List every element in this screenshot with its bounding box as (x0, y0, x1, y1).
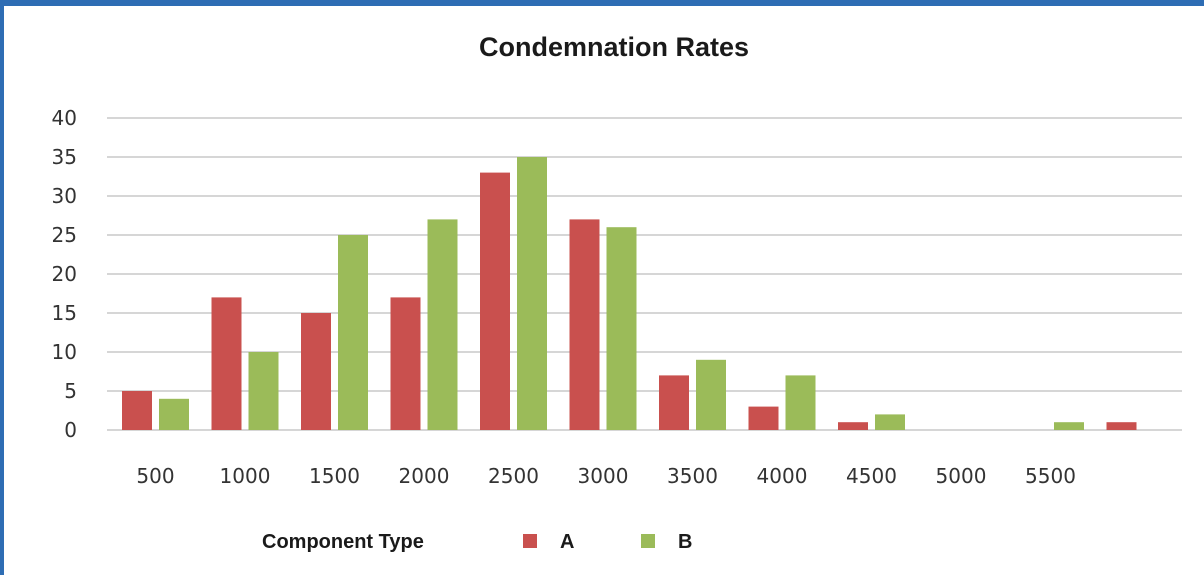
bar-a-1000 (211, 297, 242, 430)
x-tick-label: 3500 (667, 464, 718, 488)
x-tick-label: 1500 (309, 464, 360, 488)
x-tick-label: 500 (136, 464, 174, 488)
legend: Component Type A B (262, 531, 692, 553)
x-tick-label: 2500 (488, 464, 539, 488)
x-axis: 500 1000 1500 2000 2500 3000 3500 4000 4500 5000 5… (136, 464, 1076, 488)
bar-b-1500 (338, 235, 368, 430)
y-tick-label: 10 (52, 340, 77, 364)
y-tick-label: 35 (52, 145, 77, 169)
bar-b-5500 (1054, 422, 1084, 430)
x-tick-label: 5000 (936, 464, 987, 488)
bar-b-3500 (696, 359, 726, 430)
y-tick-label: 20 (52, 262, 77, 286)
gridlines (107, 117, 1182, 431)
bar-b-500 (159, 398, 189, 430)
bar-a-3500 (659, 375, 689, 430)
bar-b-1000 (248, 352, 279, 430)
condemnation-chart: Condemnation Rates 0 5 10 15 20 25 30 35 40 500 1… (52, 32, 1182, 553)
y-tick-label: 25 (52, 223, 77, 247)
x-tick-label: 1000 (220, 464, 271, 488)
bar-a-2500 (480, 172, 510, 430)
x-tick-label: 2000 (399, 464, 450, 488)
y-tick-label: 0 (64, 418, 77, 442)
y-axis: 0 5 10 15 20 25 30 35 40 (52, 106, 77, 442)
legend-swatch-b (641, 534, 655, 548)
y-tick-label: 15 (52, 301, 77, 325)
bar-a-extra (1106, 422, 1137, 430)
x-tick-label: 4000 (757, 464, 808, 488)
bar-a-3000 (569, 219, 600, 430)
y-tick-label: 5 (64, 379, 77, 403)
x-tick-label: 4500 (846, 464, 897, 488)
bar-a-1500 (301, 313, 331, 430)
x-tick-label: 3000 (578, 464, 629, 488)
y-tick-label: 40 (52, 106, 77, 130)
bars (122, 157, 1137, 430)
bar-a-4000 (748, 406, 779, 430)
bar-a-2000 (390, 297, 421, 430)
chart-title: Condemnation Rates (479, 32, 749, 62)
bar-b-2500 (517, 157, 547, 430)
bar-a-4500 (838, 422, 868, 430)
legend-swatch-a (523, 534, 537, 548)
bar-b-3000 (606, 227, 637, 430)
bar-b-4000 (785, 375, 816, 430)
legend-label-b: B (678, 531, 692, 553)
x-tick-label: 5500 (1025, 464, 1076, 488)
legend-title: Component Type (262, 531, 424, 553)
bar-a-500 (122, 391, 152, 430)
y-tick-label: 30 (52, 184, 77, 208)
bar-b-4500 (875, 414, 905, 430)
legend-label-a: A (560, 531, 574, 553)
bar-b-2000 (427, 219, 458, 430)
